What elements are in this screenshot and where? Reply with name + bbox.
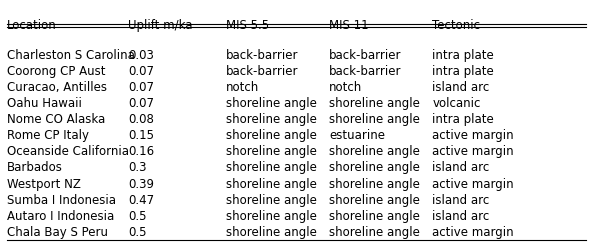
Text: shoreline angle: shoreline angle [226, 145, 317, 158]
Text: 0.15: 0.15 [128, 129, 154, 142]
Text: 0.5: 0.5 [128, 225, 147, 238]
Text: active margin: active margin [432, 225, 514, 238]
Text: intra plate: intra plate [432, 48, 494, 61]
Text: shoreline angle: shoreline angle [226, 209, 317, 222]
Text: intra plate: intra plate [432, 113, 494, 126]
Text: active margin: active margin [432, 129, 514, 142]
Text: 0.3: 0.3 [128, 161, 147, 174]
Text: shoreline angle: shoreline angle [226, 129, 317, 142]
Text: island arc: island arc [432, 161, 489, 174]
Text: shoreline angle: shoreline angle [226, 161, 317, 174]
Text: shoreline angle: shoreline angle [329, 145, 420, 158]
Text: back-barrier: back-barrier [226, 48, 298, 61]
Text: 0.08: 0.08 [128, 113, 154, 126]
Text: Coorong CP Aust: Coorong CP Aust [7, 64, 106, 78]
Text: island arc: island arc [432, 209, 489, 222]
Text: Autaro I Indonesia: Autaro I Indonesia [7, 209, 114, 222]
Text: 0.39: 0.39 [128, 177, 154, 190]
Text: notch: notch [329, 80, 362, 94]
Text: Rome CP Italy: Rome CP Italy [7, 129, 90, 142]
Text: shoreline angle: shoreline angle [329, 113, 420, 126]
Text: active margin: active margin [432, 177, 514, 190]
Text: volcanic: volcanic [432, 96, 480, 110]
Text: island arc: island arc [432, 80, 489, 94]
Text: island arc: island arc [432, 193, 489, 206]
Text: shoreline angle: shoreline angle [226, 193, 317, 206]
Text: notch: notch [226, 80, 259, 94]
Text: shoreline angle: shoreline angle [329, 209, 420, 222]
Text: Curacao, Antilles: Curacao, Antilles [7, 80, 107, 94]
Text: Charleston S Carolina: Charleston S Carolina [7, 48, 135, 61]
Text: 0.07: 0.07 [128, 80, 154, 94]
Text: intra plate: intra plate [432, 64, 494, 78]
Text: Location: Location [7, 19, 57, 32]
Text: 0.03: 0.03 [128, 48, 154, 61]
Text: shoreline angle: shoreline angle [329, 193, 420, 206]
Text: Oahu Hawaii: Oahu Hawaii [7, 96, 82, 110]
Text: shoreline angle: shoreline angle [226, 96, 317, 110]
Text: Tectonic: Tectonic [432, 19, 480, 32]
Text: 0.16: 0.16 [128, 145, 154, 158]
Text: 0.07: 0.07 [128, 96, 154, 110]
Text: shoreline angle: shoreline angle [226, 113, 317, 126]
Text: Chala Bay S Peru: Chala Bay S Peru [7, 225, 109, 238]
Text: shoreline angle: shoreline angle [226, 177, 317, 190]
Text: MIS 5.5: MIS 5.5 [226, 19, 269, 32]
Text: 0.5: 0.5 [128, 209, 147, 222]
Text: 0.47: 0.47 [128, 193, 154, 206]
Text: 0.07: 0.07 [128, 64, 154, 78]
Text: back-barrier: back-barrier [226, 64, 298, 78]
Text: Sumba I Indonesia: Sumba I Indonesia [7, 193, 116, 206]
Text: Barbados: Barbados [7, 161, 63, 174]
Text: Oceanside California: Oceanside California [7, 145, 129, 158]
Text: shoreline angle: shoreline angle [329, 225, 420, 238]
Text: shoreline angle: shoreline angle [329, 177, 420, 190]
Text: Uplift m/ka: Uplift m/ka [128, 19, 193, 32]
Text: shoreline angle: shoreline angle [329, 96, 420, 110]
Text: Westport NZ: Westport NZ [7, 177, 81, 190]
Text: back-barrier: back-barrier [329, 48, 401, 61]
Text: active margin: active margin [432, 145, 514, 158]
Text: MIS 11: MIS 11 [329, 19, 369, 32]
Text: back-barrier: back-barrier [329, 64, 401, 78]
Text: shoreline angle: shoreline angle [329, 161, 420, 174]
Text: Nome CO Alaska: Nome CO Alaska [7, 113, 106, 126]
Text: shoreline angle: shoreline angle [226, 225, 317, 238]
Text: estuarine: estuarine [329, 129, 385, 142]
